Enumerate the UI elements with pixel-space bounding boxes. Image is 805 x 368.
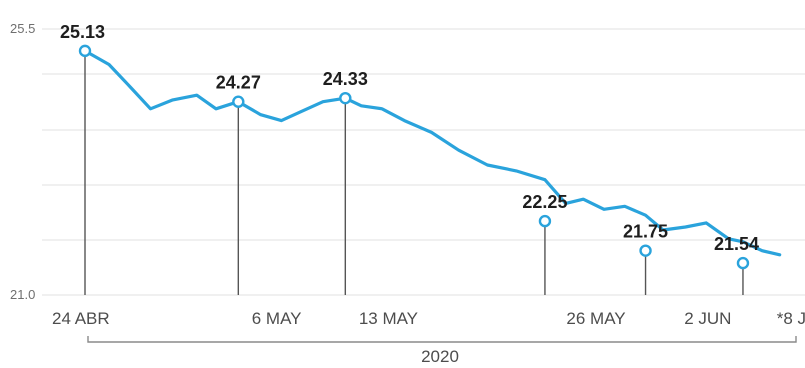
x-tick-label: 26 MAY xyxy=(566,309,625,328)
data-marker xyxy=(339,91,352,105)
x-axis-ticks: 24 ABR 6 MAY 13 MAY 26 MAY 2 JUN *8 JUN xyxy=(52,309,805,328)
x-tick-label: 13 MAY xyxy=(359,309,418,328)
data-markers xyxy=(78,44,750,270)
data-marker xyxy=(639,244,652,257)
y-tick-label: 25.5 xyxy=(10,21,35,36)
drop-lines xyxy=(84,50,744,295)
data-labels: 25.13 24.27 24.33 22.25 21.75 21.54 xyxy=(60,22,759,254)
grid xyxy=(42,28,805,296)
data-marker xyxy=(736,256,750,270)
data-label: 22.25 xyxy=(522,192,567,212)
x-tick-label: 24 ABR xyxy=(52,309,110,328)
y-axis-ticks: 25.5 21.0 xyxy=(10,21,35,302)
year-label: 2020 xyxy=(421,347,459,366)
series-line xyxy=(83,49,782,257)
data-label: 21.54 xyxy=(714,234,759,254)
year-bracket xyxy=(87,336,797,343)
data-label: 24.27 xyxy=(216,73,261,93)
x-tick-label: *8 JUN xyxy=(777,309,805,328)
x-tick-label: 2 JUN xyxy=(684,309,731,328)
data-marker xyxy=(78,44,92,58)
data-marker xyxy=(538,214,552,228)
data-marker xyxy=(232,95,245,108)
data-label: 25.13 xyxy=(60,22,105,42)
data-label: 24.33 xyxy=(323,69,368,89)
y-tick-label: 21.0 xyxy=(10,287,35,302)
data-label: 21.75 xyxy=(623,222,668,242)
x-tick-label: 6 MAY xyxy=(252,309,302,328)
